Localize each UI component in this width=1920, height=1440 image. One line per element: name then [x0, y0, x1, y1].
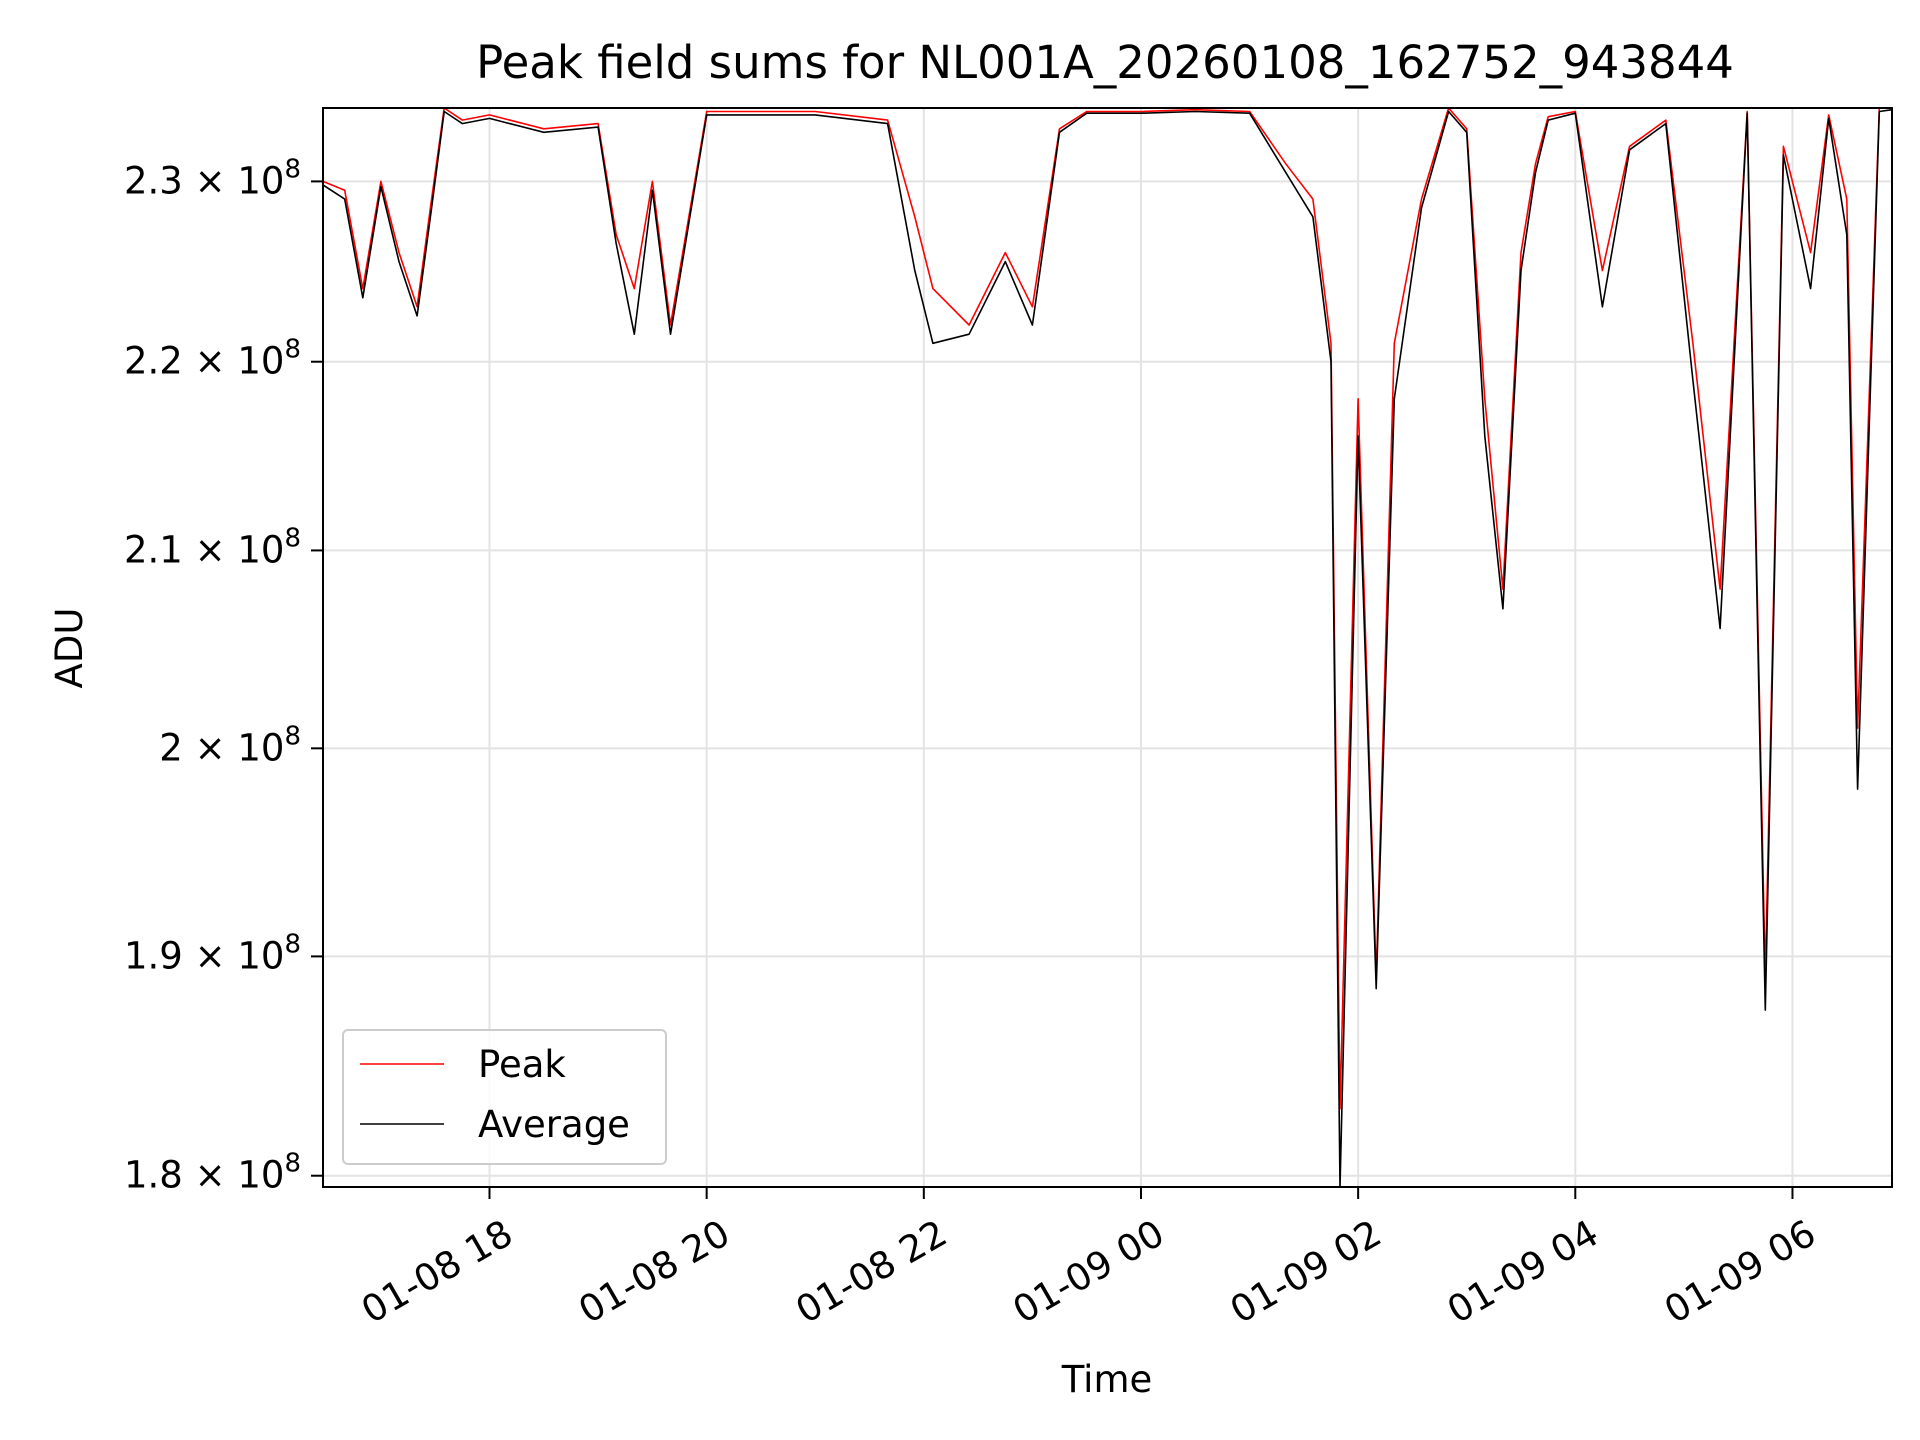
y-tick-label: 2.1 × 108: [124, 523, 301, 571]
y-axis-ticks: 1.8 × 108 1.9 × 108 2 × 108 2.1 × 108 2.2 × …: [124, 154, 323, 1197]
y-tick-label: 2 × 108: [159, 721, 301, 769]
x-axis-label: Time: [1061, 1358, 1153, 1401]
grid: [323, 108, 1892, 1187]
chart-title: Peak field sums for NL001A_20260108_1627…: [476, 36, 1734, 89]
series-line-average: [322, 108, 1893, 1188]
y-tick-label: 1.8 × 108: [124, 1149, 301, 1197]
plot-frame: [322, 107, 1893, 1188]
y-tick-label: 1.9 × 108: [124, 929, 301, 977]
legend-label-peak: Peak: [478, 1043, 566, 1086]
legend: Peak Average: [342, 1029, 667, 1165]
y-axis-label: ADU: [48, 608, 91, 689]
series-line-peak: [322, 107, 1892, 1110]
y-tick-label: 2.3 × 108: [124, 154, 301, 202]
series-lines: [322, 107, 1893, 1188]
y-tick-label: 2.2 × 108: [124, 335, 301, 383]
legend-label-average: Average: [478, 1103, 630, 1146]
